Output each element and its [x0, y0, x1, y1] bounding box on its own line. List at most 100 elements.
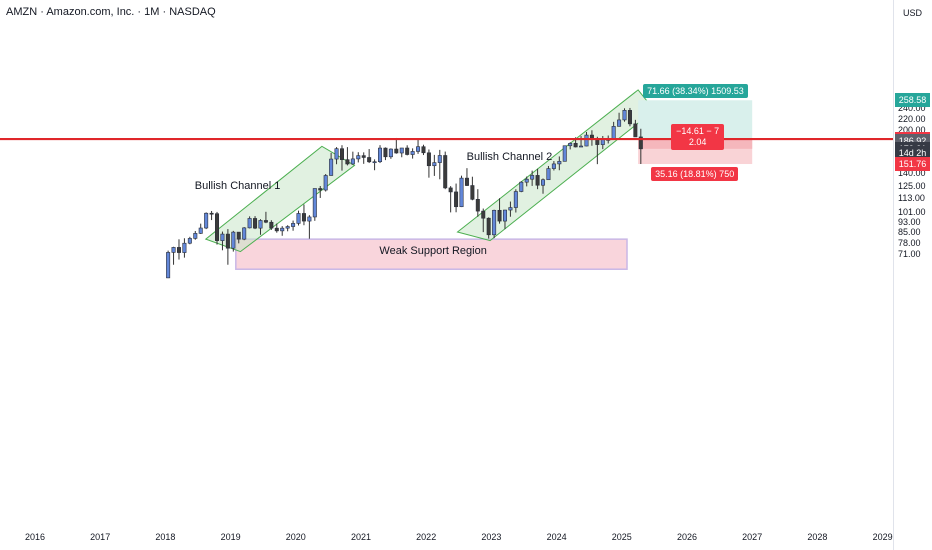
price-axis-badge: 258.58 — [895, 93, 930, 108]
channel-1-label: Bullish Channel 1 — [194, 180, 281, 193]
x-tick-label: 2022 — [416, 532, 437, 542]
candle-body — [253, 218, 258, 229]
y-tick-label: 220.00 — [898, 113, 926, 124]
x-tick-label: 2027 — [742, 532, 763, 542]
candle-body — [242, 227, 247, 240]
candle-body — [171, 247, 176, 253]
candle-body — [399, 147, 404, 154]
candle-body — [622, 110, 627, 121]
position-center-label: −14.61 − 7 2.04 — [671, 124, 725, 151]
price-axis[interactable] — [893, 0, 932, 550]
candle-body — [204, 212, 209, 229]
candle-body — [454, 191, 459, 208]
y-tick-label: 71.00 — [898, 248, 921, 259]
symbol-title[interactable]: AMZN · Amazon.com, Inc. · 1M · NASDAQ — [6, 6, 216, 18]
x-tick-label: 2016 — [24, 532, 46, 542]
candle-body — [475, 199, 480, 212]
candle-body — [166, 252, 171, 279]
candle-body — [405, 147, 410, 155]
candle-body — [339, 148, 344, 160]
currency-label: USD — [902, 8, 922, 18]
candle-body — [236, 231, 241, 240]
candle-body — [470, 185, 475, 200]
candle-body — [312, 188, 317, 218]
y-tick-label: 113.00 — [898, 193, 925, 204]
candle-body — [448, 187, 453, 193]
candle-body — [530, 175, 535, 180]
candle-body — [231, 231, 236, 249]
position-stop-label: 35.16 (18.81%) 750 — [651, 167, 739, 182]
x-tick-label: 2020 — [285, 532, 306, 542]
candle-body — [519, 181, 524, 192]
x-tick-label: 2024 — [546, 532, 567, 542]
candle-body — [301, 213, 306, 222]
candle-body — [416, 146, 421, 152]
x-tick-label: 2021 — [350, 532, 372, 542]
y-tick-label: 200.00 — [898, 125, 926, 135]
candle-body — [361, 155, 366, 158]
candle-body — [334, 148, 339, 160]
candle-body — [394, 148, 399, 154]
x-tick-label: 2026 — [676, 532, 698, 542]
candle-body — [551, 163, 556, 169]
candle-body — [220, 233, 225, 241]
support-region — [235, 238, 628, 270]
candle-body — [464, 177, 469, 186]
x-tick-label: 2017 — [90, 532, 111, 542]
candle-body — [198, 227, 203, 234]
candle-body — [546, 168, 551, 181]
y-tick-label: 78.00 — [898, 237, 921, 248]
candle-body — [633, 123, 638, 138]
candle-body — [383, 147, 388, 158]
candle-body — [280, 227, 285, 232]
candle-body — [323, 175, 328, 191]
x-tick-label: 2029 — [872, 532, 893, 542]
candle-body — [627, 110, 632, 125]
candle-body — [285, 226, 290, 229]
candle-body — [378, 147, 383, 163]
candle-body — [215, 213, 220, 241]
price-axis-badge: 14d 2h — [895, 146, 930, 161]
candle-body — [513, 191, 518, 208]
candle-body — [296, 213, 301, 224]
x-tick-label: 2018 — [155, 532, 176, 542]
candle-body — [617, 119, 622, 127]
candle-body — [508, 207, 513, 211]
candle-body — [307, 216, 312, 222]
candle-body — [497, 209, 502, 222]
candle-body — [269, 221, 274, 229]
candle-body — [318, 188, 323, 191]
candle-body — [274, 227, 279, 232]
candle-body — [388, 148, 393, 158]
candle-body — [421, 146, 426, 154]
candle-body — [209, 212, 214, 215]
candle-body — [426, 152, 431, 167]
candle-body — [356, 155, 361, 160]
candle-body — [600, 139, 605, 145]
candle-body — [225, 233, 230, 249]
price-axis-badge: 151.76 — [895, 157, 930, 172]
candle-body — [247, 218, 252, 229]
candle-body — [410, 151, 415, 155]
candle-body — [481, 210, 486, 219]
candle-body — [176, 247, 181, 253]
y-tick-label: 101.00 — [898, 206, 926, 217]
candle-body — [568, 143, 573, 147]
candle-body — [443, 155, 448, 189]
candle-body — [187, 238, 192, 244]
candle-body — [193, 233, 198, 239]
candle-body — [432, 162, 437, 167]
position-target-label: 71.66 (38.34%) 1509.53 — [643, 84, 748, 99]
channel-2-label: Bullish Channel 2 — [466, 150, 553, 163]
candle-body — [486, 217, 491, 236]
candle-body — [459, 177, 464, 208]
candle-body — [557, 161, 562, 165]
y-tick-label: 140.00 — [898, 167, 926, 178]
position-center-line-1: −14.61 − 7 — [676, 126, 720, 137]
candle-body — [638, 136, 643, 150]
candle-body — [345, 159, 350, 165]
position-center-line-2: 2.04 — [688, 137, 707, 148]
candle-body — [291, 223, 296, 227]
y-tick-label: 125.00 — [898, 181, 926, 192]
